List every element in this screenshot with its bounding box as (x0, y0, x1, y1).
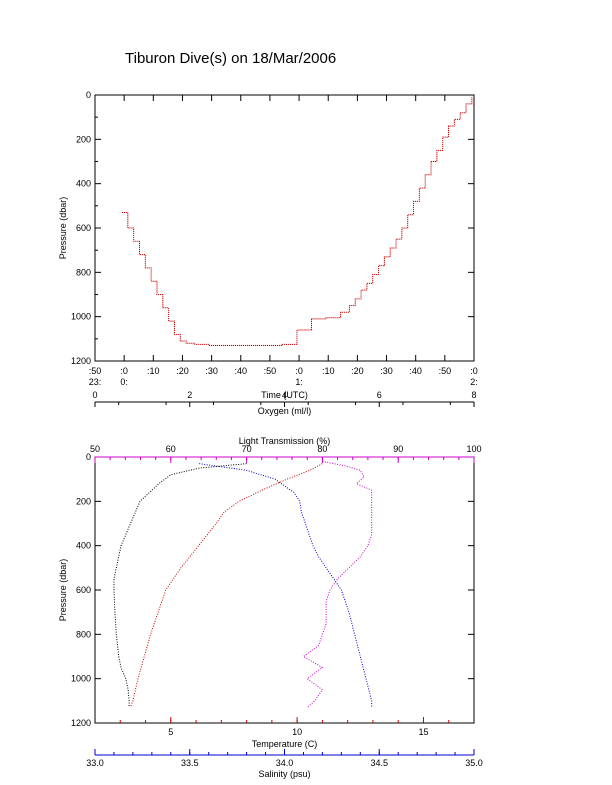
light-transmission-tick-label: 100 (466, 444, 481, 454)
dive-track-line (122, 97, 473, 346)
plot1-x-tick-label: :30 (205, 366, 218, 376)
oxygen-axis-tick-label: 0 (92, 390, 97, 400)
salinity-tick-label: 33.0 (86, 758, 104, 768)
salinity-profile (199, 463, 373, 708)
plot1-x-tick-date-label: 2: (470, 377, 478, 387)
plot1-y-tick-label: 400 (76, 179, 91, 189)
salinity-tick-label: 34.5 (370, 758, 388, 768)
plot1-frame (94, 94, 475, 362)
light_transmission-profile (302, 460, 373, 708)
light-transmission-tick-label: 60 (166, 444, 176, 454)
plot1-y-tick-label: 800 (76, 267, 91, 277)
plot1-x-tick-label: :50 (439, 366, 452, 376)
plot1-x-tick-label: :20 (351, 366, 364, 376)
plot2-y-tick-label: 800 (76, 629, 91, 639)
chart-title: Tiburon Dive(s) on 18/Mar/2006 (125, 50, 337, 67)
plot2-y-axis-label: Pressure (dbar) (58, 559, 68, 622)
plot2-y-tick-label: 1000 (71, 674, 91, 684)
plot1-x-axis-label: Time (UTC) (261, 390, 308, 400)
light-transmission-tick-label: 50 (90, 444, 100, 454)
plot1-y-tick-label: 1000 (71, 312, 91, 322)
plot1-x-tick-date-label: 0: (120, 377, 128, 387)
plot1-x-tick-label: :0 (120, 366, 128, 376)
plot1-x-tick-label: :40 (235, 366, 248, 376)
plot2-y-tick-label: 600 (76, 585, 91, 595)
plot1-y-tick-label: 200 (76, 134, 91, 144)
plot1-x-tick-label: :20 (176, 366, 189, 376)
plot1-y-tick-label: 1200 (71, 356, 91, 366)
plot2-y-tick-label: 400 (76, 541, 91, 551)
plot2-y-tick-label: 1200 (71, 718, 91, 728)
oxygen-axis-label: Oxygen (ml/l) (258, 406, 312, 416)
plot1-x-tick-label: :10 (147, 366, 160, 376)
plot1-x-tick-date-label: 1: (295, 377, 303, 387)
plot1-x-tick-label: :50 (264, 366, 277, 376)
salinity-axis-label: Salinity (psu) (258, 769, 310, 779)
plot1-x-tick-label: :10 (322, 366, 335, 376)
plot1-y-axis-label: Pressure (dbar) (58, 197, 68, 260)
temperature-tick-label: 5 (168, 727, 173, 737)
oxygen-axis-tick-label: 8 (471, 390, 476, 400)
temperature-tick-label: 10 (292, 727, 302, 737)
light-transmission-tick-label: 80 (317, 444, 327, 454)
oxygen-axis-tick-label: 2 (187, 390, 192, 400)
plot1-y-tick-label: 0 (86, 90, 91, 100)
plot1-x-tick-label: :30 (380, 366, 393, 376)
salinity-tick-label: 34.0 (276, 758, 294, 768)
salinity-tick-label: 35.0 (465, 758, 483, 768)
temperature-tick-label: 15 (418, 727, 428, 737)
plot1-x-tick-label: :0 (470, 366, 478, 376)
plot1-x-tick-label: :40 (409, 366, 422, 376)
plot1-y-tick-label: 600 (76, 223, 91, 233)
light-transmission-tick-label: 70 (242, 444, 252, 454)
oxygen-profile (113, 463, 247, 708)
plot1-x-tick-label: :0 (295, 366, 303, 376)
light-transmission-axis-label: Light Transmission (%) (239, 436, 331, 446)
plot1-x-tick-label: :50 (89, 366, 102, 376)
oxygen-axis-tick-label: 4 (282, 390, 287, 400)
oxygen-axis-tick-label: 6 (377, 390, 382, 400)
plot1-x-tick-date-label: 23: (89, 377, 102, 387)
plot2-frame (94, 456, 475, 724)
plot2-y-tick-label: 0 (86, 452, 91, 462)
light-transmission-tick-label: 90 (393, 444, 403, 454)
plot2-y-tick-label: 200 (76, 496, 91, 506)
temperature-profile (129, 463, 323, 708)
temperature-axis-label: Temperature (C) (252, 739, 318, 749)
salinity-tick-label: 33.5 (181, 758, 199, 768)
